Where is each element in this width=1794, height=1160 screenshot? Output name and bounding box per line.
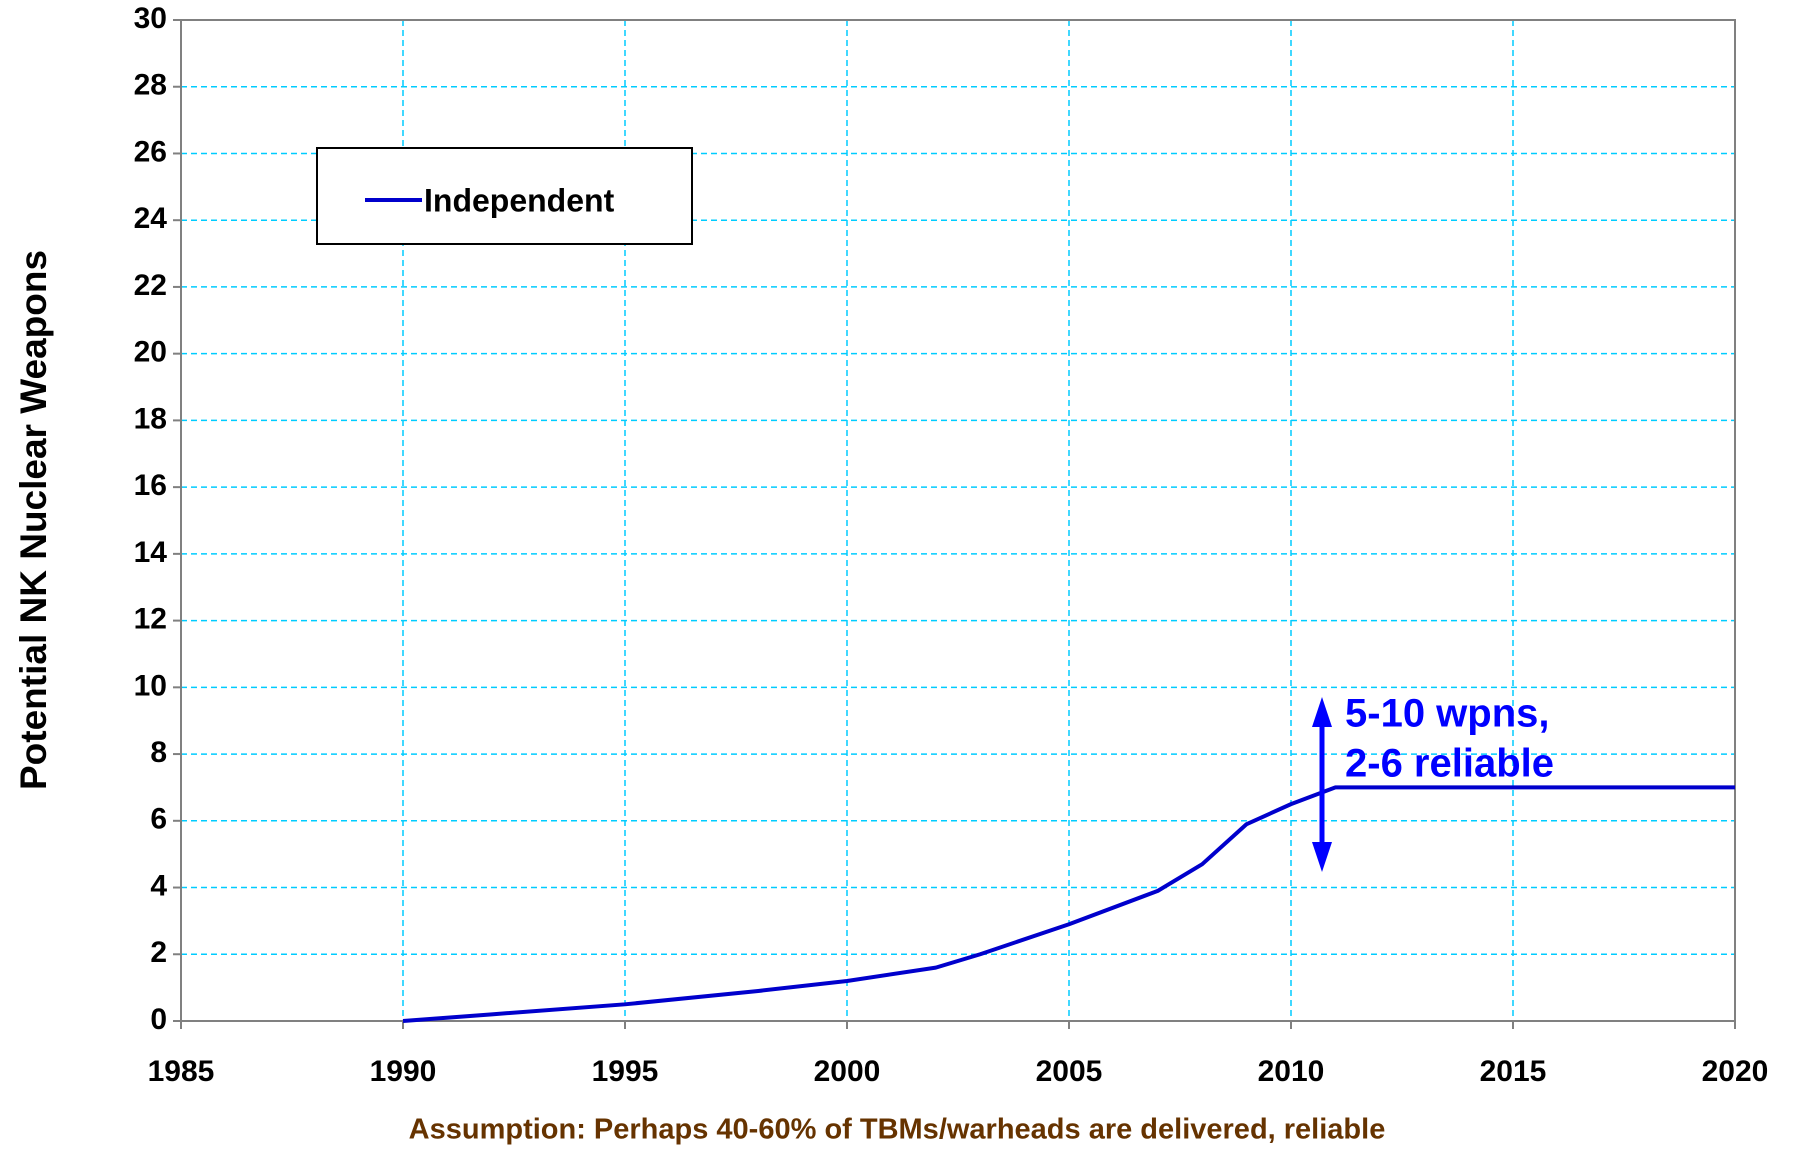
- y-tick-label: 0: [150, 1003, 167, 1036]
- y-tick-label: 2: [150, 936, 167, 969]
- y-tick-label: 26: [134, 135, 167, 168]
- y-tick-label: 14: [134, 536, 168, 569]
- arrow-head: [1312, 697, 1332, 727]
- y-tick-label: 8: [150, 736, 167, 769]
- x-tick-label: 2010: [1258, 1055, 1325, 1088]
- x-tick-label: 2015: [1480, 1055, 1547, 1088]
- arrow-head: [1312, 842, 1332, 872]
- x-tick-label: 2020: [1702, 1055, 1769, 1088]
- y-tick-label: 18: [134, 402, 167, 435]
- y-tick-label: 16: [134, 469, 167, 502]
- y-tick-label: 10: [134, 669, 167, 702]
- x-tick-label: 2005: [1036, 1055, 1103, 1088]
- y-tick-label: 6: [150, 803, 167, 836]
- legend-box: [316, 147, 693, 245]
- y-tick-label: 30: [134, 2, 167, 35]
- y-tick-label: 22: [134, 269, 167, 302]
- y-tick-label: 20: [134, 336, 167, 369]
- y-tick-label: 4: [150, 869, 167, 902]
- annotation-text: 2-6 reliable: [1345, 742, 1554, 786]
- legend-label: Independent: [424, 182, 615, 218]
- x-tick-label: 2000: [814, 1055, 881, 1088]
- y-tick-label: 12: [134, 603, 167, 636]
- y-axis-label: Potential NK Nuclear Weapons: [13, 250, 54, 790]
- footer: Assumption: Perhaps 40-60% of TBMs/warhe…: [409, 1114, 1386, 1146]
- y-tick-label: 28: [134, 69, 167, 102]
- annotation-text: 5-10 wpns,: [1345, 692, 1550, 736]
- x-tick-label: 1990: [370, 1055, 437, 1088]
- y-tick-label: 24: [134, 202, 168, 235]
- x-tick-label: 1995: [592, 1055, 659, 1088]
- plot-frame: [180, 19, 1736, 1022]
- x-tick-label: 1985: [148, 1055, 215, 1088]
